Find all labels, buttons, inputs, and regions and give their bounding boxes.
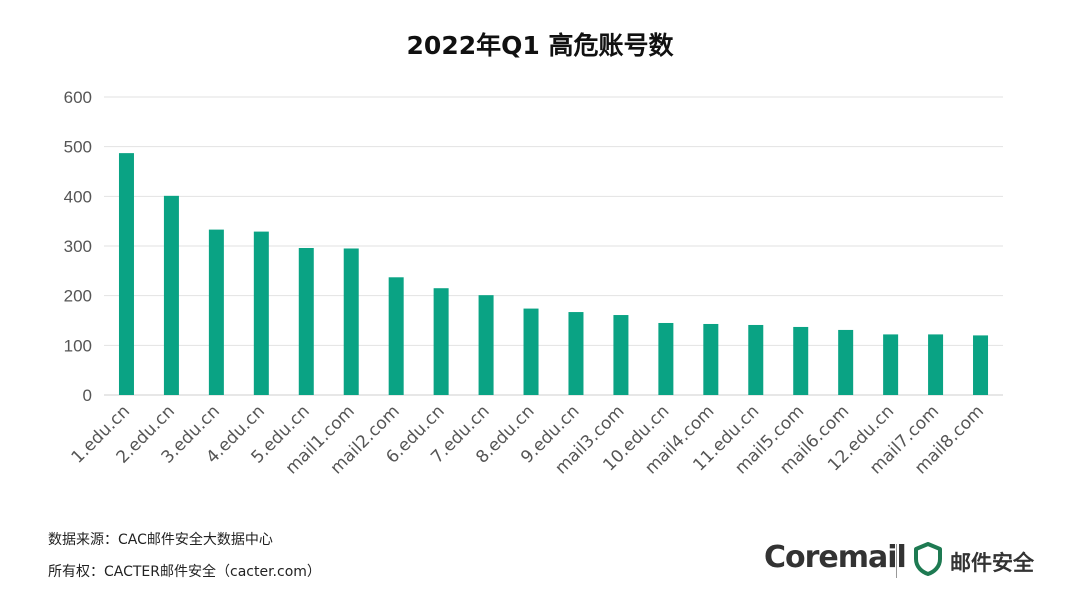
y-tick-label: 600 (64, 88, 92, 107)
copyright-note: 所有权：CACTER邮件安全（cacter.com） (48, 564, 321, 580)
bar-mail7.com (928, 334, 944, 395)
bar-chart: 01002003004005006001.edu.cn2.edu.cn3.edu… (64, 88, 1003, 478)
bar-mail5.com (793, 326, 809, 395)
bar-mail6.com (838, 329, 854, 395)
bar-mail4.com (703, 323, 719, 395)
brand-divider (896, 544, 897, 578)
data-source-note: 数据来源：CAC邮件安全大数据中心 (48, 532, 273, 548)
bar-mail1.com (343, 248, 359, 395)
bar-8.edu.cn (523, 308, 539, 395)
bar-7.edu.cn (478, 295, 494, 395)
brand-product-name: 邮件安全 (950, 551, 1034, 575)
bar-10.edu.cn (658, 322, 674, 395)
bar-6.edu.cn (433, 288, 449, 395)
shield-icon (914, 542, 942, 576)
y-tick-label: 100 (64, 336, 92, 355)
coremail-logo: Coremail (764, 540, 907, 575)
bar-mail8.com (973, 335, 989, 395)
bar-mail2.com (388, 277, 404, 395)
bar-9.edu.cn (568, 312, 584, 395)
bar-2.edu.cn (163, 195, 179, 395)
bar-12.edu.cn (883, 334, 899, 395)
bar-mail3.com (613, 315, 629, 395)
y-tick-label: 400 (64, 187, 92, 206)
chart-title: 2022年Q1 高危账号数 (406, 31, 674, 60)
bar-1.edu.cn (118, 153, 134, 395)
y-tick-label: 0 (83, 386, 92, 405)
y-tick-label: 500 (64, 138, 92, 157)
bar-11.edu.cn (748, 324, 764, 395)
bar-5.edu.cn (298, 247, 314, 395)
y-tick-label: 200 (64, 287, 92, 306)
y-tick-label: 300 (64, 237, 92, 256)
bar-4.edu.cn (253, 231, 269, 395)
bar-3.edu.cn (208, 229, 224, 395)
